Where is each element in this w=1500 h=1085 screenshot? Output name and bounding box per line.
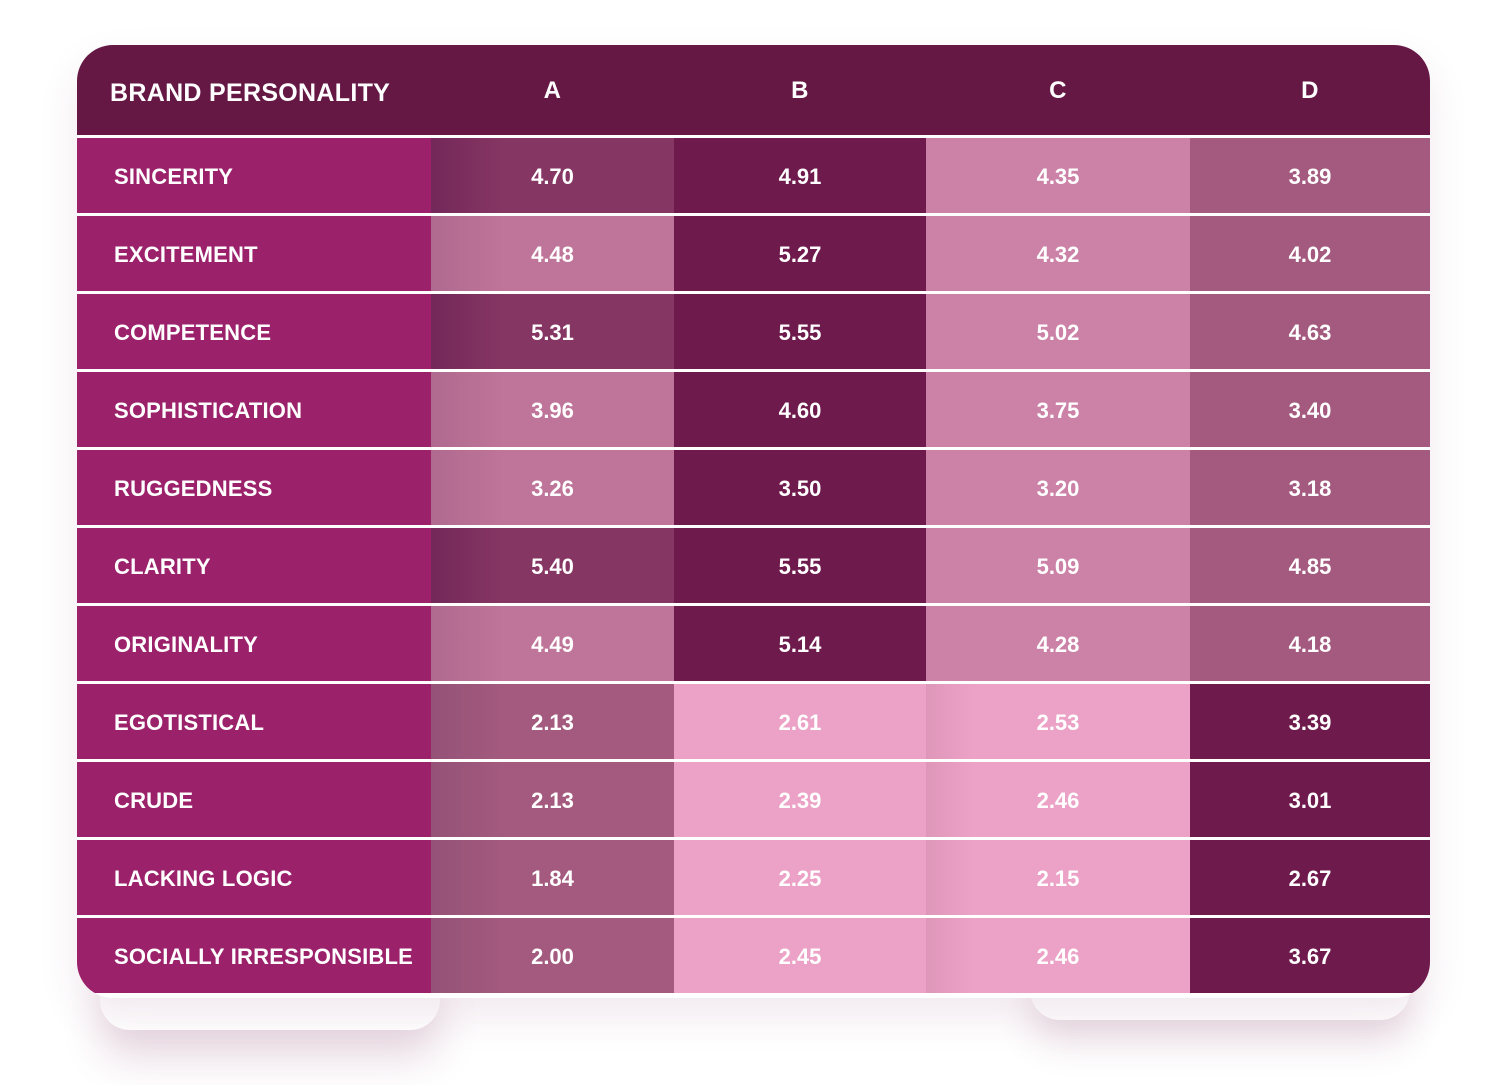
value-cell-a: 4.48 (431, 216, 674, 291)
value-cell-c: 2.15 (926, 840, 1190, 915)
header-column-d: D (1301, 77, 1319, 104)
header-column-b: B (791, 77, 809, 104)
table-row: CRUDE 2.13 2.39 2.46 3.01 (77, 762, 1430, 837)
value-cell-a: 2.13 (431, 684, 674, 759)
row-label: SINCERITY (77, 138, 431, 213)
row-label: RUGGEDNESS (77, 450, 431, 525)
header-column-c: C (1049, 77, 1067, 104)
header-column-a: A (543, 77, 562, 104)
value-cell-a: 5.31 (431, 294, 674, 369)
row-label: CRUDE (77, 762, 431, 837)
value-cell-d: 3.89 (1190, 138, 1430, 213)
value-cell-a: 4.49 (431, 606, 674, 681)
row-label: LACKING LOGIC (77, 840, 431, 915)
value-cell-d: 4.85 (1190, 528, 1430, 603)
value-cell-c: 2.46 (926, 918, 1190, 993)
table-row: CLARITY 5.40 5.55 5.09 4.85 (77, 528, 1430, 603)
table-row: SINCERITY 4.70 4.91 4.35 3.89 (77, 138, 1430, 213)
table-row: EXCITEMENT 4.48 5.27 4.32 4.02 (77, 216, 1430, 291)
value-cell-c: 3.75 (926, 372, 1190, 447)
header-brand-personality: BRAND PERSONALITY (110, 79, 391, 107)
value-cell-d: 2.67 (1190, 840, 1430, 915)
value-cell-d: 3.18 (1190, 450, 1430, 525)
value-cell-d: 3.01 (1190, 762, 1430, 837)
table-row: SOPHISTICATION 3.96 4.60 3.75 3.40 (77, 372, 1430, 447)
value-cell-c: 2.53 (926, 684, 1190, 759)
table-row: EGOTISTICAL 2.13 2.61 2.53 3.39 (77, 684, 1430, 759)
value-cell-d: 4.02 (1190, 216, 1430, 291)
value-cell-d: 4.63 (1190, 294, 1430, 369)
row-label: CLARITY (77, 528, 431, 603)
value-cell-d: 3.40 (1190, 372, 1430, 447)
value-cell-c: 4.28 (926, 606, 1190, 681)
value-cell-a: 2.13 (431, 762, 674, 837)
table-row: SOCIALLY IRRESPONSIBLE 2.00 2.45 2.46 3.67 (77, 918, 1430, 993)
value-cell-a: 5.40 (431, 528, 674, 603)
value-cell-c: 3.20 (926, 450, 1190, 525)
table-row: LACKING LOGIC 1.84 2.25 2.15 2.67 (77, 840, 1430, 915)
value-cell-a: 1.84 (431, 840, 674, 915)
value-cell-b: 3.50 (674, 450, 926, 525)
value-cell-c: 4.32 (926, 216, 1190, 291)
row-label: SOPHISTICATION (77, 372, 431, 447)
value-cell-a: 2.00 (431, 918, 674, 993)
value-cell-c: 2.46 (926, 762, 1190, 837)
table-row: COMPETENCE 5.31 5.55 5.02 4.63 (77, 294, 1430, 369)
row-label: COMPETENCE (77, 294, 431, 369)
table-row: RUGGEDNESS 3.26 3.50 3.20 3.18 (77, 450, 1430, 525)
value-cell-b: 4.60 (674, 372, 926, 447)
table-row: ORIGINALITY 4.49 5.14 4.28 4.18 (77, 606, 1430, 681)
value-cell-b: 2.61 (674, 684, 926, 759)
value-cell-b: 5.27 (674, 216, 926, 291)
value-cell-d: 3.67 (1190, 918, 1430, 993)
row-label: EXCITEMENT (77, 216, 431, 291)
value-cell-b: 5.55 (674, 294, 926, 369)
value-cell-b: 4.91 (674, 138, 926, 213)
row-label: ORIGINALITY (77, 606, 431, 681)
value-cell-b: 5.55 (674, 528, 926, 603)
row-label: EGOTISTICAL (77, 684, 431, 759)
table-header-row: BRAND PERSONALITY A B C D (77, 45, 1430, 135)
value-cell-a: 4.70 (431, 138, 674, 213)
value-cell-b: 2.39 (674, 762, 926, 837)
value-cell-a: 3.96 (431, 372, 674, 447)
value-cell-b: 5.14 (674, 606, 926, 681)
value-cell-c: 5.02 (926, 294, 1190, 369)
brand-personality-table: BRAND PERSONALITY A B C D SINCERITY 4.70 4… (77, 45, 1430, 998)
value-cell-c: 4.35 (926, 138, 1190, 213)
value-cell-d: 4.18 (1190, 606, 1430, 681)
value-cell-d: 3.39 (1190, 684, 1430, 759)
value-cell-c: 5.09 (926, 528, 1190, 603)
value-cell-b: 2.45 (674, 918, 926, 993)
value-cell-b: 2.25 (674, 840, 926, 915)
row-label: SOCIALLY IRRESPONSIBLE (77, 918, 431, 993)
value-cell-a: 3.26 (431, 450, 674, 525)
